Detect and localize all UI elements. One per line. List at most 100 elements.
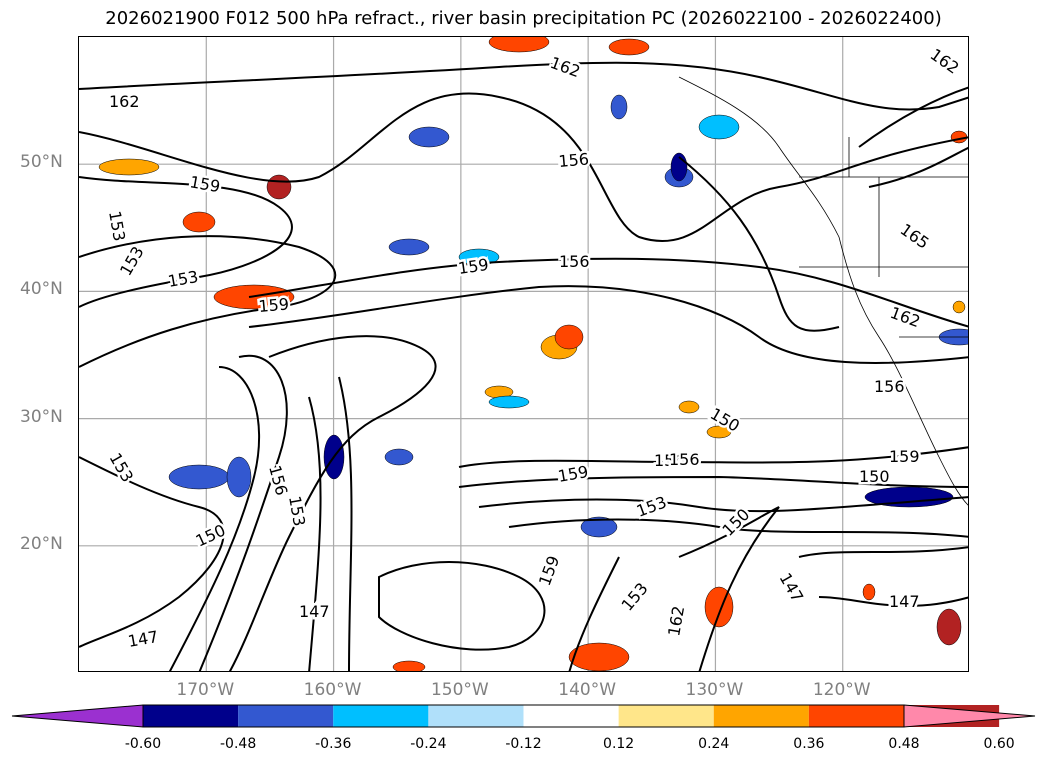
colorbar-segment — [808, 705, 904, 727]
map-canvas: 1621621621621621621591591591591591591591… — [79, 37, 968, 671]
contour-label: 156 — [874, 377, 905, 396]
contour-line — [478, 496, 968, 513]
contour-label: 153 — [285, 494, 309, 527]
precip-anomaly-patch — [266, 174, 292, 200]
precip-shading — [98, 37, 968, 671]
contour-line — [818, 596, 968, 607]
precip-anomaly-patch — [698, 114, 740, 140]
contour-label-halo: 156 — [874, 377, 905, 396]
precip-anomaly-patch — [936, 608, 962, 646]
contour-line — [458, 446, 968, 468]
lon-tick-label: 120°W — [812, 680, 871, 700]
precip-anomaly-patch — [458, 248, 500, 266]
contour-line — [79, 456, 225, 648]
contour-line — [868, 146, 968, 188]
contour-line — [248, 285, 968, 364]
contour-line — [198, 354, 288, 671]
lon-tick-label: 140°W — [558, 680, 617, 700]
lon-tick-label: 130°W — [685, 680, 744, 700]
precip-anomaly-patch — [704, 586, 734, 628]
contour-line — [168, 366, 261, 671]
precip-anomaly-patch — [608, 38, 650, 56]
contour-line — [79, 235, 337, 368]
contour-label-group: 1621621621621621621591591591591591591591… — [103, 42, 966, 653]
contour-label: 156 — [654, 451, 685, 470]
contour-line — [508, 518, 968, 538]
contour-label: 159 — [188, 172, 221, 196]
contour-label: 159 — [556, 462, 589, 486]
precip-anomaly-patch — [168, 464, 230, 490]
contour-label: 162 — [109, 92, 140, 111]
colorbar — [11, 704, 1036, 728]
contour-line — [858, 86, 968, 148]
precip-anomaly-patch — [862, 583, 876, 601]
colorbar-segment — [713, 705, 809, 727]
contour-label-halo: 150 — [859, 467, 890, 486]
contour-label: 156 — [559, 252, 590, 271]
precip-anomaly-patch — [488, 395, 530, 409]
colorbar-tick-label: -0.36 — [315, 736, 352, 752]
colorbar-tick-label: 0.12 — [603, 736, 635, 752]
contour-label: 156 — [669, 450, 700, 469]
contour-line — [678, 156, 840, 332]
colorbar-tick-label: 0.36 — [793, 736, 825, 752]
precip-anomaly-patch — [678, 400, 700, 414]
contour-line — [678, 506, 780, 671]
north-america-coast — [678, 76, 968, 506]
contour-line — [338, 376, 353, 671]
contour-label: 147 — [889, 592, 920, 611]
chart-title: 2026021900 F012 500 hPa refract., river … — [105, 8, 942, 29]
contour-label: 162 — [888, 303, 923, 331]
contour-label: 165 — [897, 220, 933, 253]
contour-label: 156 — [558, 149, 590, 171]
colorbar-tick-label: 0.24 — [698, 736, 730, 752]
contour-label: 153 — [116, 243, 148, 279]
contour-label: 159 — [535, 553, 563, 588]
precip-anomaly-patch — [388, 238, 430, 256]
colorbar-segment — [523, 705, 619, 727]
contour-label: 150 — [859, 467, 890, 486]
colorbar-segment — [333, 705, 429, 727]
contour-line — [568, 556, 620, 671]
precip-anomaly-patch — [610, 94, 628, 120]
contour-label-halo: 159 — [889, 447, 920, 466]
lon-tick-label: 150°W — [430, 680, 489, 700]
contour-label-halo: 162 — [109, 92, 140, 111]
contour-label: 153 — [106, 450, 138, 486]
contour-label-halo: 156 — [654, 451, 685, 470]
contour-label: 159 — [258, 294, 290, 316]
precip-anomaly-patch — [568, 642, 630, 671]
contour-line — [458, 475, 968, 488]
colorbar-tick-label: -0.48 — [220, 736, 257, 752]
contour-line — [378, 561, 546, 651]
lat-tick-label: 30°N — [20, 406, 63, 427]
contour-label: 159 — [457, 255, 490, 278]
precip-anomaly-patch — [554, 324, 584, 350]
map-panel[interactable]: 162 162 162 162 162 162 159 159 159 159 159 159 159 1… — [78, 36, 969, 672]
lat-tick-label: 20°N — [20, 533, 63, 554]
lat-tick-label: 50°N — [20, 152, 63, 173]
contour-line — [79, 61, 968, 111]
contour-label-halo: 156 — [669, 450, 700, 469]
precip-anomaly-patch — [384, 448, 414, 466]
contour-line — [79, 176, 293, 308]
colorbar-extend-min — [11, 704, 144, 728]
precip-anomaly-patch — [408, 126, 450, 148]
contour-line — [308, 396, 322, 671]
precip-anomaly-patch — [392, 660, 426, 671]
colorbar-tick-label: -0.12 — [505, 736, 542, 752]
contour-line — [228, 335, 437, 671]
contour-label: 153 — [634, 492, 669, 520]
precip-anomaly-patch — [864, 486, 954, 508]
colorbar-segment — [428, 705, 524, 727]
contour-line — [79, 92, 968, 243]
contour-label: 153 — [105, 209, 129, 242]
contour-label-halo: 147 — [889, 592, 920, 611]
contour-label: 147 — [776, 570, 808, 606]
precip-anomaly-patch — [226, 456, 252, 498]
contour-label: 147 — [126, 627, 159, 651]
colorbar-tick-label: -0.24 — [410, 736, 447, 752]
contour-label: 162 — [664, 604, 688, 637]
precip-anomaly-patch — [488, 37, 550, 53]
precip-anomaly-patch — [706, 425, 732, 439]
